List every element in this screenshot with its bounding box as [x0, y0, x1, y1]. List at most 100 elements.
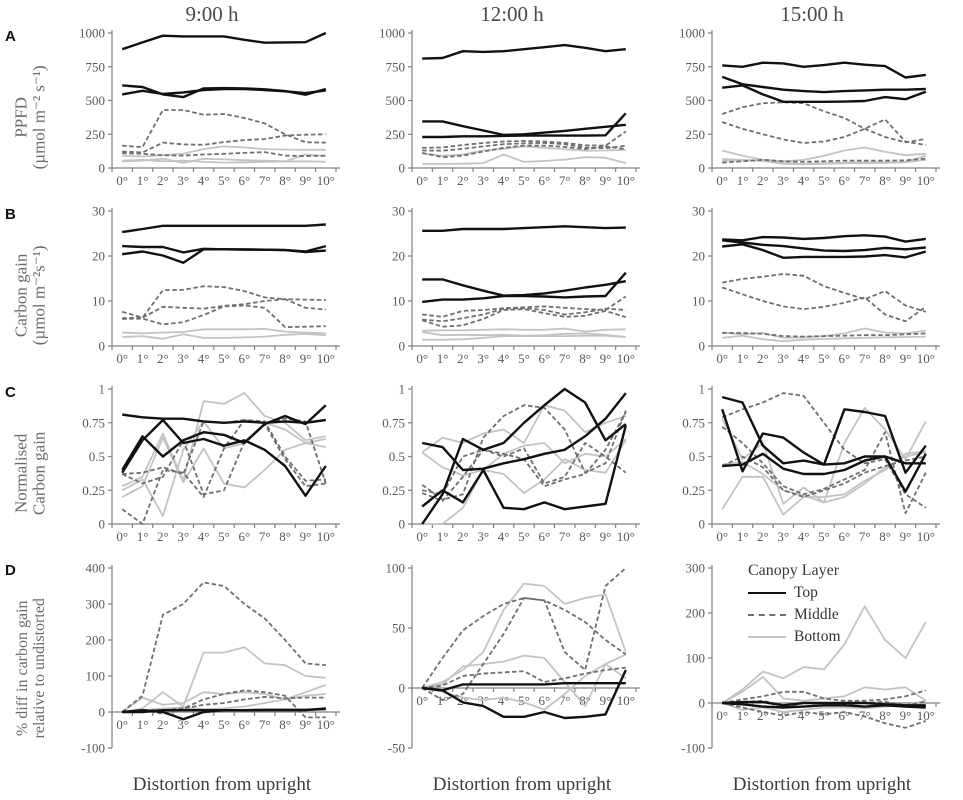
- svg-text:6°: 6°: [839, 173, 851, 188]
- svg-text:1°: 1°: [737, 708, 749, 723]
- svg-text:4°: 4°: [498, 173, 510, 188]
- svg-text:6°: 6°: [239, 529, 251, 544]
- svg-text:6°: 6°: [539, 693, 551, 708]
- svg-text:0°: 0°: [716, 173, 728, 188]
- row-c-label: C Normalised Carbon gain: [0, 384, 62, 562]
- column-title-text: 9:00 h: [185, 2, 239, 26]
- svg-text:1°: 1°: [737, 173, 749, 188]
- svg-text:100: 100: [686, 651, 706, 666]
- svg-text:7°: 7°: [259, 717, 271, 732]
- svg-text:5°: 5°: [218, 173, 230, 188]
- svg-text:1°: 1°: [437, 529, 449, 544]
- chart-cell: -50 0 50 100 0° 1° 2° 3° 4° 5° 6° 7° 8° 9° 10°: [362, 562, 662, 774]
- svg-text:8°: 8°: [279, 173, 291, 188]
- svg-text:2°: 2°: [757, 173, 769, 188]
- svg-text:0.25: 0.25: [82, 483, 105, 498]
- svg-text:1: 1: [699, 384, 706, 397]
- svg-text:5°: 5°: [818, 529, 830, 544]
- svg-text:2°: 2°: [157, 529, 169, 544]
- svg-text:3°: 3°: [177, 717, 189, 732]
- svg-text:10°: 10°: [617, 173, 635, 188]
- svg-text:0°: 0°: [416, 693, 428, 708]
- svg-text:3°: 3°: [477, 173, 489, 188]
- svg-text:10°: 10°: [917, 708, 935, 723]
- svg-text:10°: 10°: [317, 529, 335, 544]
- svg-text:0.75: 0.75: [82, 415, 105, 430]
- legend-label-top: Top: [794, 584, 818, 601]
- chart-cell: -100 0 100 200 300 400 0° 1° 2° 3° 4° 5° 6° 7° 8° 9° 10°: [62, 562, 362, 774]
- svg-text:100: 100: [86, 669, 106, 684]
- x-axis-title-15h: Distortion from upright: [732, 774, 912, 795]
- svg-text:0: 0: [99, 517, 106, 532]
- canopy-layer-legend: Canopy Layer Top Middle Bottom: [748, 562, 841, 648]
- svg-text:0°: 0°: [716, 529, 728, 544]
- svg-text:6°: 6°: [539, 351, 551, 366]
- svg-text:6°: 6°: [539, 529, 551, 544]
- y-axis-label-ppfd: PPFD (µmol m⁻² s⁻¹): [11, 64, 50, 170]
- corner-spacer: [0, 0, 62, 28]
- svg-text:10°: 10°: [917, 351, 935, 366]
- svg-text:9°: 9°: [600, 173, 612, 188]
- svg-text:400: 400: [86, 562, 106, 576]
- chart-b-0900: 0 10 20 30 0° 1° 2° 3° 4° 5° 6° 7° 8° 9° 10°: [92, 206, 340, 366]
- svg-text:0°: 0°: [116, 529, 128, 544]
- svg-text:1°: 1°: [137, 173, 149, 188]
- svg-text:250: 250: [686, 127, 706, 142]
- svg-text:1000: 1000: [79, 28, 105, 41]
- legend-item-top: Top: [748, 582, 841, 604]
- svg-text:3°: 3°: [777, 529, 789, 544]
- y-axis-label-pct-diff: % diff in carbon gain relative to undist…: [13, 597, 48, 739]
- svg-text:9°: 9°: [900, 173, 912, 188]
- svg-text:2°: 2°: [157, 173, 169, 188]
- svg-text:3°: 3°: [477, 529, 489, 544]
- svg-text:8°: 8°: [879, 173, 891, 188]
- svg-text:30: 30: [392, 206, 405, 219]
- svg-text:0.75: 0.75: [382, 415, 405, 430]
- svg-text:6°: 6°: [839, 529, 851, 544]
- svg-text:3°: 3°: [177, 173, 189, 188]
- column-title-9h: 9:00 h: [62, 0, 362, 28]
- svg-text:-100: -100: [681, 741, 705, 756]
- svg-text:5°: 5°: [518, 351, 530, 366]
- svg-text:2°: 2°: [157, 717, 169, 732]
- svg-text:3°: 3°: [777, 351, 789, 366]
- svg-text:0°: 0°: [116, 717, 128, 732]
- svg-text:500: 500: [86, 93, 106, 108]
- svg-text:8°: 8°: [579, 693, 591, 708]
- panel-letter-d: D: [5, 562, 16, 579]
- legend-label-bottom: Bottom: [794, 628, 841, 645]
- svg-text:10: 10: [692, 294, 705, 309]
- svg-text:7°: 7°: [259, 351, 271, 366]
- svg-text:200: 200: [686, 606, 706, 621]
- chart-cell: 0 0.25 0.5 0.75 1 0° 1° 2° 3° 4° 5° 6° 7° 8° 9° 10°: [62, 384, 362, 562]
- svg-text:0°: 0°: [116, 351, 128, 366]
- svg-text:0: 0: [699, 161, 706, 176]
- svg-text:9°: 9°: [300, 351, 312, 366]
- svg-text:0°: 0°: [416, 173, 428, 188]
- svg-text:2°: 2°: [457, 529, 469, 544]
- svg-text:750: 750: [86, 59, 106, 74]
- svg-text:0: 0: [699, 517, 706, 532]
- chart-a-1500: 0 250 500 750 1000 0° 1° 2° 3° 4° 5° 6° 7° 8° 9° 10°: [679, 28, 940, 188]
- svg-text:2°: 2°: [157, 351, 169, 366]
- svg-text:5°: 5°: [818, 173, 830, 188]
- svg-text:750: 750: [386, 59, 406, 74]
- svg-text:0°: 0°: [716, 351, 728, 366]
- svg-text:9°: 9°: [900, 529, 912, 544]
- svg-text:0.5: 0.5: [389, 449, 405, 464]
- chart-cell: 0 0.25 0.5 0.75 1 0° 1° 2° 3° 4° 5° 6° 7° 8° 9° 10°: [362, 384, 662, 562]
- svg-text:9°: 9°: [600, 529, 612, 544]
- svg-text:2°: 2°: [457, 351, 469, 366]
- svg-text:50: 50: [392, 621, 405, 636]
- chart-d-1500: -100 0 100 200 300 0° 1° 2° 3° 4° 5° 6° 7° 8° 9° 10°: [681, 562, 940, 756]
- svg-text:5°: 5°: [218, 529, 230, 544]
- svg-text:1°: 1°: [437, 173, 449, 188]
- svg-text:10°: 10°: [317, 717, 335, 732]
- svg-text:0: 0: [699, 339, 706, 354]
- svg-text:500: 500: [386, 93, 406, 108]
- svg-text:10°: 10°: [617, 693, 635, 708]
- svg-text:-50: -50: [388, 741, 405, 756]
- svg-text:3°: 3°: [777, 173, 789, 188]
